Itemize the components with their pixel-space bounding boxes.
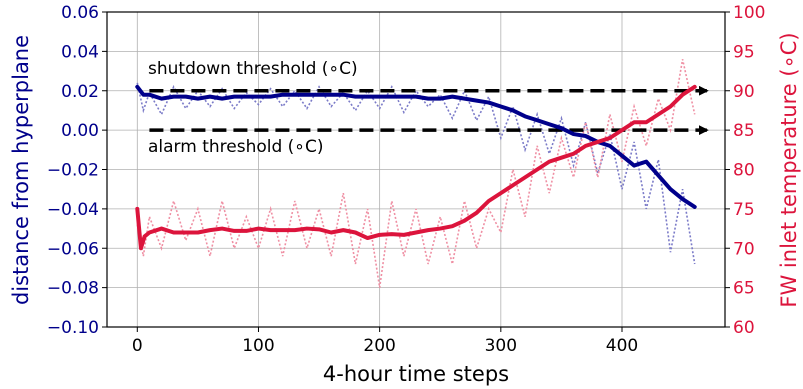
x-tick-label: 100 <box>242 336 274 356</box>
x-tick-label: 200 <box>363 336 395 356</box>
raw-left-line <box>136 82 696 265</box>
right-tick-label: 80 <box>733 161 755 181</box>
right-tick-label: 65 <box>733 279 755 299</box>
right-tick-label: 95 <box>733 42 755 62</box>
right-tick-label: 60 <box>733 318 755 338</box>
left-axis-label: distance from hyperplane <box>9 35 33 305</box>
left-axis-ticks: −0.10 −0.08 −0.06 −0.04 −0.02 0.00 0.02 0.04 0.0… <box>47 3 107 338</box>
left-tick-label: 0.00 <box>61 121 99 141</box>
x-axis-label: 4-hour time steps <box>323 362 509 386</box>
right-tick-label: 75 <box>733 200 755 220</box>
raw-series <box>136 59 696 288</box>
annotation-alarm: alarm threshold (∘C) <box>148 137 323 157</box>
smoothed-series <box>135 84 697 251</box>
right-tick-label: 100 <box>733 3 765 23</box>
right-tick-label: 70 <box>733 239 755 259</box>
raw-right-line <box>136 59 696 288</box>
left-tick-label: −0.06 <box>47 239 99 259</box>
left-tick-label: −0.08 <box>47 279 99 299</box>
right-axis-ticks: 60 65 70 75 80 85 90 95 100 <box>725 3 765 338</box>
left-tick-label: −0.02 <box>47 161 99 181</box>
x-tick-label: 400 <box>606 336 638 356</box>
x-tick-label: 300 <box>485 336 517 356</box>
annotation-shutdown: shutdown threshold (∘C) <box>148 59 358 79</box>
left-tick-label: 0.06 <box>61 3 99 23</box>
x-tick-label: 0 <box>132 336 143 356</box>
right-tick-label: 90 <box>733 82 755 102</box>
left-tick-label: 0.04 <box>61 42 99 62</box>
smoothed-right-line <box>135 84 697 251</box>
right-axis-label: FW inlet temperature (∘C) <box>777 32 801 307</box>
left-tick-label: 0.02 <box>61 82 99 102</box>
left-tick-label: −0.10 <box>47 318 99 338</box>
x-axis-ticks: 0 100 200 300 400 <box>132 327 638 356</box>
threshold-arrows <box>149 85 709 136</box>
left-tick-label: −0.04 <box>47 200 99 220</box>
right-tick-label: 85 <box>733 121 755 141</box>
